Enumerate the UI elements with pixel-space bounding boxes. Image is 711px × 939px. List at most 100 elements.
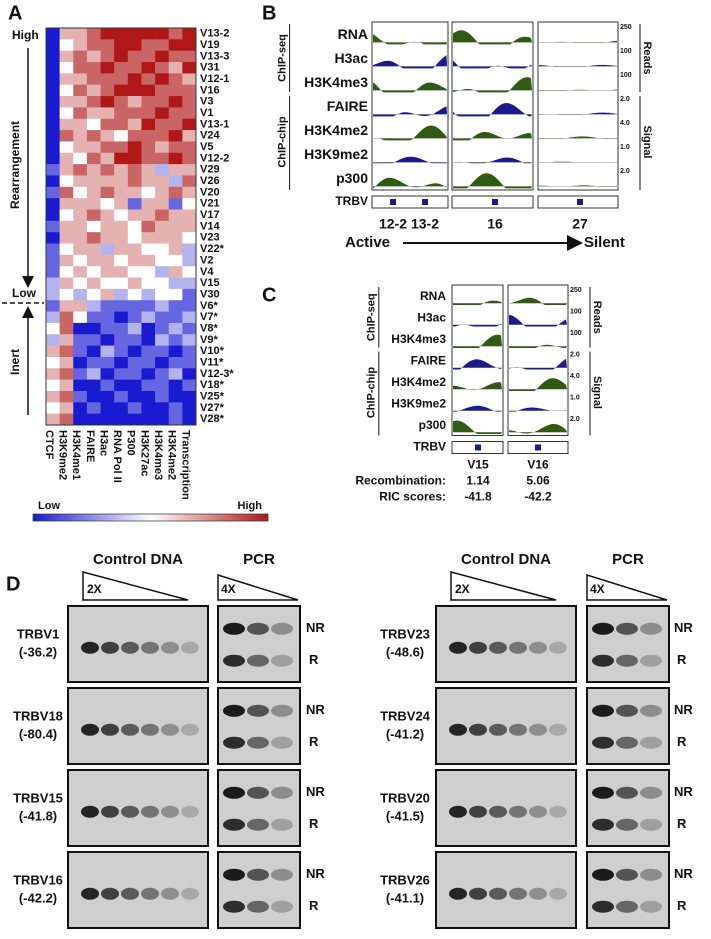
- band: [271, 868, 293, 881]
- heatmap-cell: [100, 39, 115, 51]
- heatmap-cell: [127, 209, 142, 222]
- heatmap-cell: [127, 84, 142, 97]
- heatmap-cell: [182, 413, 197, 426]
- heatmap-cell: [73, 311, 88, 324]
- column-header: Control DNA: [93, 551, 183, 568]
- column-header: Control DNA: [461, 551, 551, 568]
- row-label: V18*: [200, 379, 225, 391]
- heatmap-cell: [182, 164, 197, 176]
- heatmap-cell: [86, 322, 101, 335]
- heatmap-cell: [182, 96, 197, 108]
- heatmap-cell: [155, 107, 170, 120]
- scale-label: 2.0: [570, 416, 580, 423]
- heatmap-cell: [155, 277, 170, 290]
- band: [141, 805, 159, 818]
- heatmap-cell: [114, 379, 129, 392]
- locus-label: TRBV: [335, 194, 368, 208]
- heatmap-cell: [114, 368, 129, 380]
- band: [81, 887, 99, 900]
- heatmap-cell: [46, 266, 60, 278]
- band: [509, 723, 527, 736]
- heatmap-cell: [73, 390, 88, 403]
- heatmap-cell: [73, 277, 88, 290]
- band: [469, 641, 487, 654]
- heatmap-cell: [59, 84, 74, 97]
- band: [449, 887, 467, 900]
- heatmap-cell: [46, 130, 60, 142]
- scale-label: 4.0: [620, 120, 630, 127]
- heatmap-cell: [155, 130, 170, 142]
- panel-label: A: [8, 2, 22, 24]
- track-label: RNA: [420, 289, 446, 303]
- heatmap-cell: [168, 402, 183, 414]
- heatmap-cell: [155, 39, 170, 51]
- heatmap-cell: [168, 141, 183, 154]
- heatmap-cell: [127, 345, 142, 358]
- row-label: V24: [200, 130, 220, 142]
- heatmap-cell: [155, 118, 170, 131]
- gene-mark: [390, 199, 396, 205]
- dilution-triangle: [217, 573, 299, 601]
- band: [161, 641, 179, 654]
- heatmap-cell: [46, 232, 60, 244]
- band: [247, 818, 269, 831]
- heatmap-cell: [155, 232, 170, 244]
- heatmap-cell: [73, 84, 88, 97]
- heatmap-cell: [168, 73, 183, 86]
- heatmap-cell: [86, 84, 101, 97]
- band-label: R: [677, 816, 687, 831]
- heatmap-cell: [114, 277, 129, 290]
- heatmap-cell: [168, 300, 183, 312]
- column-header: PCR: [612, 551, 644, 568]
- heatmap-cell: [86, 130, 101, 142]
- heatmap-cell: [73, 152, 88, 165]
- band: [101, 887, 119, 900]
- row-label: V14: [200, 220, 220, 232]
- heatmap-cell: [59, 311, 74, 324]
- band: [489, 723, 507, 736]
- scale-label: 100: [620, 48, 632, 55]
- heatmap-cell: [100, 141, 115, 154]
- heatmap-cell: [46, 390, 60, 403]
- heatmap-cell: [182, 84, 197, 97]
- heatmap-cell: [182, 368, 197, 380]
- heatmap-cell: [100, 413, 115, 426]
- heatmap-cell: [100, 277, 115, 290]
- heatmap-cell: [59, 379, 74, 392]
- heatmap-cell: [114, 141, 129, 154]
- heatmap-cell: [155, 322, 170, 335]
- band: [161, 723, 179, 736]
- heatmap-cell: [127, 413, 142, 426]
- group-label: Inert: [8, 349, 22, 375]
- heatmap-cell: [114, 356, 129, 369]
- row-label: V6*: [200, 300, 218, 312]
- track-signal: [539, 89, 617, 91]
- heatmap-cell: [46, 96, 60, 108]
- band: [181, 723, 199, 736]
- blot: [586, 687, 670, 765]
- heatmap-cell: [155, 311, 170, 324]
- row-label: V15: [200, 277, 220, 289]
- heatmap-cell: [127, 141, 142, 154]
- band-label: NR: [674, 702, 693, 717]
- heatmap-cell: [155, 254, 170, 267]
- heatmap-cell: [100, 186, 115, 199]
- track-signal: [453, 334, 502, 348]
- heatmap-cell: [182, 311, 197, 324]
- column-header: PCR: [243, 551, 275, 568]
- track-signal: [373, 125, 447, 141]
- track-signal: [453, 323, 502, 327]
- heatmap-cell: [141, 50, 156, 63]
- row-label: V13-2: [200, 28, 229, 40]
- dilution-triangle: [586, 573, 668, 601]
- band: [247, 704, 269, 717]
- band: [640, 622, 662, 635]
- heatmap-cell: [86, 277, 101, 290]
- heatmap-cell: [141, 368, 156, 380]
- heatmap-cell: [100, 379, 115, 392]
- heatmap-cell: [46, 300, 60, 312]
- heatmap-cell: [73, 164, 88, 176]
- heatmap-cell: [59, 266, 74, 278]
- column-label: RNA Pol II: [111, 430, 123, 483]
- row-label: V9*: [200, 334, 218, 346]
